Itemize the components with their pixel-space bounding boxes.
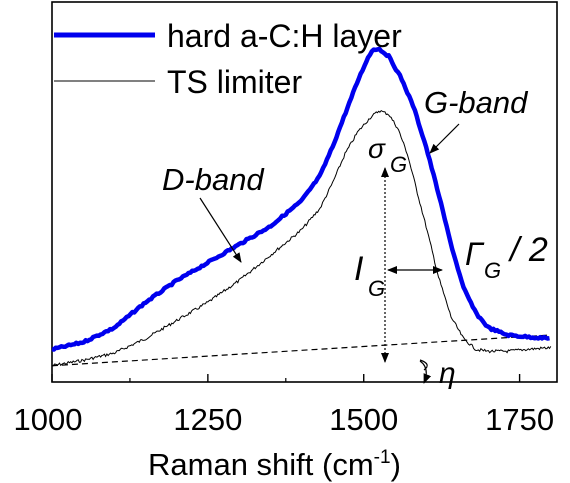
series-line-ts-limiter [52, 109, 552, 367]
eta-angle-arc [419, 360, 432, 384]
plot-frame [51, 1, 558, 383]
g-band-label: G-band [424, 85, 529, 120]
series-line-hard-layer [51, 46, 550, 352]
x-tick-label: 1750 [485, 402, 554, 437]
d-band-arrow [199, 197, 242, 263]
i-g-label: I [354, 250, 364, 288]
x-tick-label: 1500 [329, 402, 398, 437]
x-tick-label: 1000 [14, 402, 83, 437]
legend: hard a-C:H layer TS limiter [54, 18, 402, 100]
gamma-g-subscript: G [484, 258, 501, 283]
sigma-g-label: σ [368, 133, 386, 164]
gamma-g-suffix: / 2 [508, 231, 548, 269]
baseline-line [51, 334, 551, 367]
x-axis-title-main: Raman shift (cm [148, 447, 374, 482]
sigma-g-subscript: G [390, 152, 407, 177]
x-axis: 1000 1250 1500 1750 [14, 374, 554, 437]
legend-label-hard-layer: hard a-C:H layer [167, 18, 402, 54]
chart-marks [51, 46, 552, 367]
x-axis-title-sup: -1 [374, 447, 391, 468]
legend-label-ts-limiter: TS limiter [167, 64, 302, 100]
x-axis-title: Raman shift (cm-1) [148, 447, 401, 482]
d-band-label: D-band [162, 162, 265, 197]
x-tick-label: 1250 [173, 402, 242, 437]
g-band-arrow [429, 123, 460, 154]
eta-angle-arc-top [419, 359, 428, 371]
gamma-g-label: Γ [465, 236, 485, 272]
x-axis-title-close: ) [391, 447, 401, 482]
i-g-subscript: G [368, 276, 385, 301]
eta-label: η [439, 357, 456, 390]
annotations: G-band D-band σ G I G Γ G / 2 η [162, 85, 548, 390]
